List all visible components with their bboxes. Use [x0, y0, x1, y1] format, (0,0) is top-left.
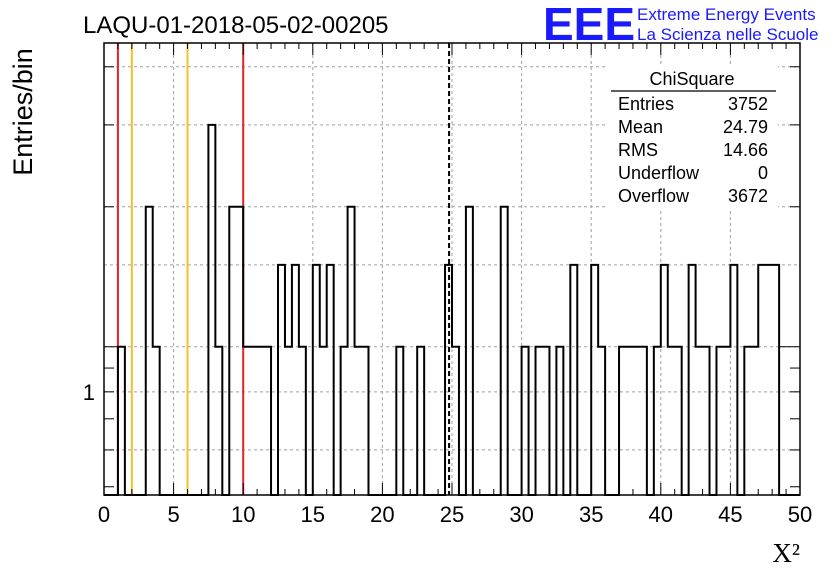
x-tick-label: 30: [509, 502, 533, 527]
x-tick-label: 0: [98, 502, 110, 527]
stats-value-mean: 24.79: [723, 117, 768, 137]
axis-ticks: [103, 43, 801, 495]
stats-label-overflow: Overflow: [618, 186, 690, 206]
stats-box-title: ChiSquare: [649, 69, 734, 89]
x-tick-label: 35: [579, 502, 603, 527]
stats-label-mean: Mean: [618, 117, 663, 137]
y-axis-title: Entries/bin: [8, 48, 38, 176]
x-tick-label: 10: [231, 502, 255, 527]
stats-label-underflow: Underflow: [618, 163, 700, 183]
eee-logo: EEE Extreme Energy Events La Scienza nel…: [543, 0, 818, 50]
x-axis-title: X²: [772, 538, 800, 568]
stats-value-rms: 14.66: [723, 140, 768, 160]
stats-box-background: [606, 64, 778, 210]
histogram-outline: [104, 123, 800, 496]
x-tick-labels: 0 5 10 15 20 25 30 35 40 45 50: [98, 502, 812, 527]
stats-box: ChiSquare Entries 3752 Mean 24.79 RMS 14…: [606, 64, 778, 210]
y-tick-label: 1: [83, 380, 95, 405]
logo-mark: EEE: [543, 0, 635, 50]
x-tick-label: 25: [440, 502, 464, 527]
stats-label-rms: RMS: [618, 140, 658, 160]
x-tick-label: 45: [718, 502, 742, 527]
x-tick-label: 40: [649, 502, 673, 527]
marker-lines: [116, 43, 451, 495]
stats-value-overflow: 3672: [728, 186, 768, 206]
x-tick-label: 50: [788, 502, 812, 527]
logo-line-2: La Scienza nelle Scuole: [637, 25, 818, 44]
chart-title: LAQU-01-2018-05-02-00205: [83, 12, 389, 39]
x-tick-label: 5: [167, 502, 179, 527]
stats-label-entries: Entries: [618, 94, 674, 114]
stats-value-entries: 3752: [728, 94, 768, 114]
x-tick-label: 15: [301, 502, 325, 527]
plot-frame: [103, 42, 801, 496]
logo-line-1: Extreme Energy Events: [637, 5, 816, 24]
stats-value-underflow: 0: [758, 163, 768, 183]
x-tick-label: 20: [370, 502, 394, 527]
